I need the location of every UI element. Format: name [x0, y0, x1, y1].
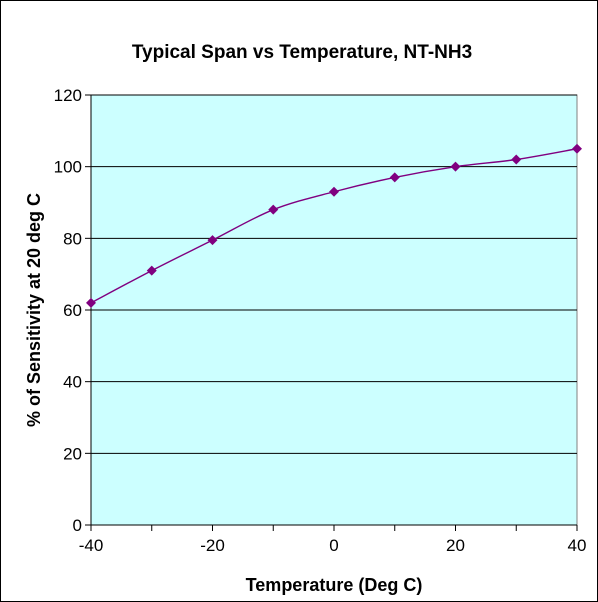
data-point-marker	[389, 172, 400, 183]
data-point-marker	[572, 143, 582, 154]
data-point-marker	[511, 154, 522, 165]
data-point-marker	[329, 186, 339, 197]
y-axis-title: % of Sensitivity at 20 deg C	[24, 193, 44, 427]
data-point-marker	[207, 235, 218, 246]
data-point-marker	[86, 297, 96, 308]
y-tick-label: 100	[54, 158, 82, 177]
x-tick-label: 40	[568, 536, 587, 555]
data-point-marker	[146, 265, 157, 276]
x-tick-label: -40	[79, 536, 104, 555]
tick-labels: 0 20 40 60 80 100 120 -40 -20 0 20 40	[54, 86, 587, 555]
x-tick-label: 20	[446, 536, 465, 555]
axes	[85, 94, 578, 531]
data-point-marker	[450, 161, 461, 172]
y-tick-label: 60	[63, 301, 82, 320]
y-tick-label: 20	[63, 444, 82, 463]
y-tick-label: 120	[54, 86, 82, 105]
y-tick-label: 0	[73, 516, 82, 535]
data-series	[86, 143, 582, 308]
x-tick-label: 0	[329, 536, 338, 555]
chart-title: Typical Span vs Temperature, NT-NH3	[132, 42, 472, 63]
y-tick-label: 80	[63, 229, 82, 248]
x-axis-title: Temperature (Deg C)	[246, 575, 423, 595]
y-tick-label: 40	[63, 373, 82, 392]
data-point-marker	[268, 204, 279, 215]
gridlines	[91, 94, 577, 454]
x-tick-label: -20	[200, 536, 225, 555]
